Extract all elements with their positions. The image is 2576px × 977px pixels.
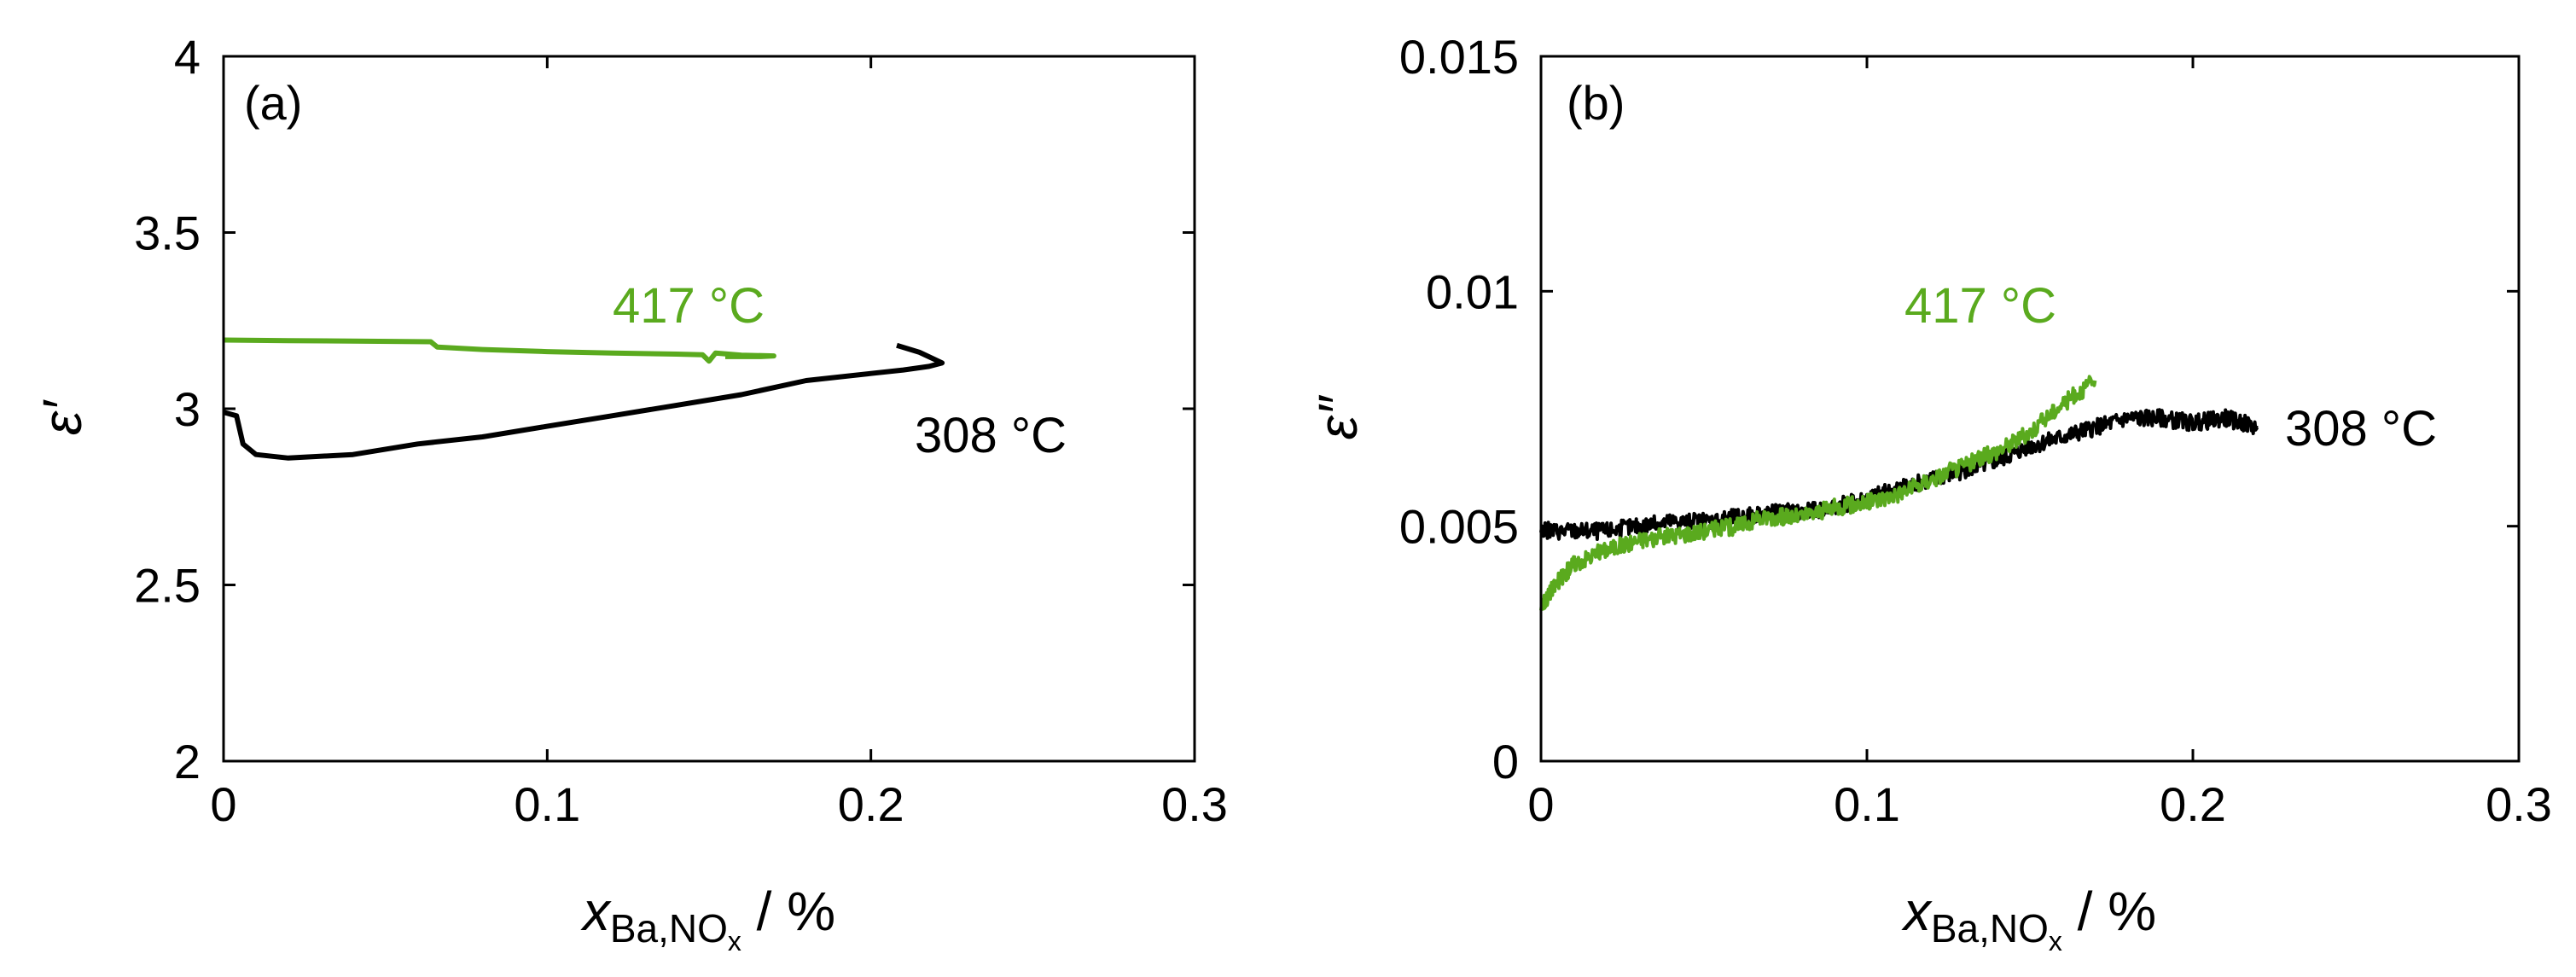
x-tick-label: 0.3: [1161, 777, 1228, 831]
panel-a-annotation-308: 308 °C: [915, 408, 1067, 463]
panel-b-xlabel-var: x: [1901, 881, 1933, 942]
series-line: [1539, 375, 2097, 612]
panel-a-xlabel-sub: Ba,NO: [610, 906, 728, 951]
panel-b-xlabel-sub: Ba,NO: [1931, 906, 2049, 951]
panel-a-xlabel: xBa,NOx / %: [580, 881, 835, 957]
panel-a-annotation-417: 417 °C: [613, 278, 765, 334]
x-tick-label: 0: [210, 777, 236, 831]
y-tick-label: 3.5: [134, 206, 201, 260]
x-tick-label: 0.3: [2486, 777, 2552, 831]
panel-a-series-layer: [223, 337, 945, 461]
panel-b: 0 0.1 0.2 0.3 0 0.005 0.01 0.015 (b) ε″ xBa,NOx…: [1307, 30, 2552, 957]
panel-a-ticks: 0 0.1 0.2 0.3 2 2.5 3 3.5 4: [134, 30, 1228, 831]
panel-a-label: (a): [244, 76, 302, 130]
panel-a-ylabel: ε′: [32, 399, 93, 435]
y-tick-label: 2: [174, 735, 201, 788]
x-tick-label: 0: [1527, 777, 1554, 831]
panel-b-annotation-417: 417 °C: [1904, 278, 2056, 334]
x-tick-label: 0.1: [514, 777, 580, 831]
y-tick-label: 0.015: [1399, 30, 1519, 84]
x-tick-label: 0.1: [1834, 777, 1900, 831]
y-tick-label: 2.5: [134, 559, 201, 613]
series-line: [223, 337, 776, 364]
panel-b-annotation-308: 308 °C: [2285, 401, 2437, 457]
x-tick-label: 0.2: [838, 777, 904, 831]
panel-b-plot-frame: [1539, 55, 2521, 763]
y-tick-label: 0: [1492, 735, 1519, 788]
panel-a: 0 0.1 0.2 0.3 2 2.5 3 3.5 4 (a) ε′ xBa,NOx / % 4…: [32, 30, 1228, 957]
series-line: [1539, 408, 2259, 541]
panel-b-ticks: 0 0.1 0.2 0.3 0 0.005 0.01 0.015: [1399, 30, 2552, 831]
panel-b-label: (b): [1567, 76, 1625, 130]
y-tick-label: 4: [174, 30, 201, 84]
series-line: [223, 342, 945, 461]
panel-a-xlabel-subsub: x: [728, 926, 741, 957]
panel-b-xlabel: xBa,NOx / %: [1901, 881, 2156, 957]
panel-a-xlabel-var: x: [580, 881, 612, 942]
panel-b-xlabel-subsub: x: [2049, 926, 2062, 957]
y-tick-label: 0.005: [1399, 500, 1519, 554]
y-tick-label: 0.01: [1426, 265, 1519, 318]
panel-b-ylabel: ε″: [1307, 394, 1369, 439]
panel-b-series-layer: [1539, 375, 2259, 612]
panel-a-xlabel-unit: / %: [741, 881, 835, 942]
x-tick-label: 0.2: [2160, 777, 2226, 831]
panel-b-xlabel-unit: / %: [2062, 881, 2156, 942]
y-tick-label: 3: [174, 382, 201, 436]
